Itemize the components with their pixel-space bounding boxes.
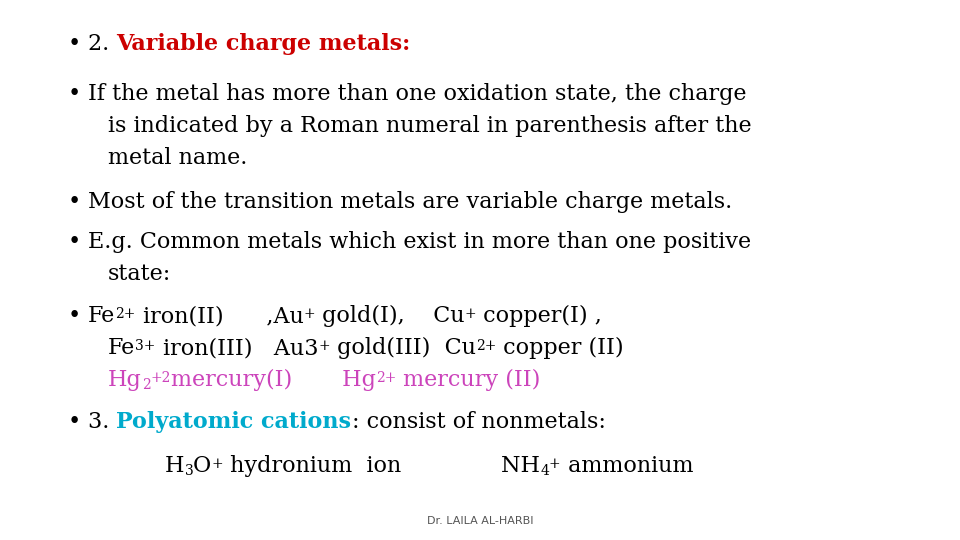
Text: copper (II): copper (II) (496, 337, 624, 359)
Text: O: O (193, 455, 211, 477)
Text: 3.: 3. (88, 411, 116, 433)
Text: mercury (II): mercury (II) (396, 369, 540, 391)
Text: E.g. Common metals which exist in more than one positive: E.g. Common metals which exist in more t… (88, 231, 751, 253)
Text: Most of the transition metals are variable charge metals.: Most of the transition metals are variab… (88, 191, 732, 213)
Text: Fe: Fe (108, 337, 135, 359)
Text: Polyatomic cations: Polyatomic cations (116, 411, 351, 433)
Text: 2.: 2. (88, 33, 116, 55)
Text: •: • (68, 305, 82, 327)
Text: •: • (68, 191, 82, 213)
Text: Dr. LAILA AL-HARBI: Dr. LAILA AL-HARBI (427, 516, 533, 526)
Text: •: • (68, 83, 82, 105)
Text: hydronium  ion              NH: hydronium ion NH (223, 455, 540, 477)
Text: •: • (68, 231, 82, 253)
Text: +: + (318, 339, 329, 353)
Text: gold(III)  Cu: gold(III) Cu (329, 337, 476, 359)
Text: 3: 3 (184, 464, 193, 478)
Text: H: H (165, 455, 184, 477)
Text: Variable charge metals:: Variable charge metals: (116, 33, 411, 55)
Text: +: + (549, 457, 561, 471)
Text: 3+: 3+ (135, 339, 156, 353)
Text: 2+: 2+ (115, 307, 135, 321)
Text: is indicated by a Roman numeral in parenthesis after the: is indicated by a Roman numeral in paren… (108, 115, 752, 137)
Text: gold(I),    Cu: gold(I), Cu (315, 305, 465, 327)
Text: •: • (68, 33, 82, 55)
Text: 2: 2 (142, 378, 151, 392)
Text: state:: state: (108, 263, 171, 285)
Text: +: + (211, 457, 223, 471)
Text: mercury(I)       Hg: mercury(I) Hg (171, 369, 375, 391)
Text: iron(III)   Au3: iron(III) Au3 (156, 337, 318, 359)
Text: If the metal has more than one oxidation state, the charge: If the metal has more than one oxidation… (88, 83, 747, 105)
Text: 4: 4 (540, 464, 549, 478)
Text: ammonium: ammonium (561, 455, 693, 477)
Text: metal name.: metal name. (108, 147, 248, 169)
Text: : consist of nonmetals:: : consist of nonmetals: (351, 411, 606, 433)
Text: +: + (303, 307, 315, 321)
Text: copper(I) ,: copper(I) , (476, 305, 602, 327)
Text: 2+: 2+ (375, 371, 396, 385)
Text: 2+: 2+ (476, 339, 496, 353)
Text: +: + (465, 307, 476, 321)
Text: +2: +2 (151, 371, 171, 385)
Text: iron(II)      ,Au: iron(II) ,Au (135, 305, 303, 327)
Text: •: • (68, 411, 82, 433)
Text: Hg: Hg (108, 369, 142, 391)
Text: Fe: Fe (88, 305, 115, 327)
